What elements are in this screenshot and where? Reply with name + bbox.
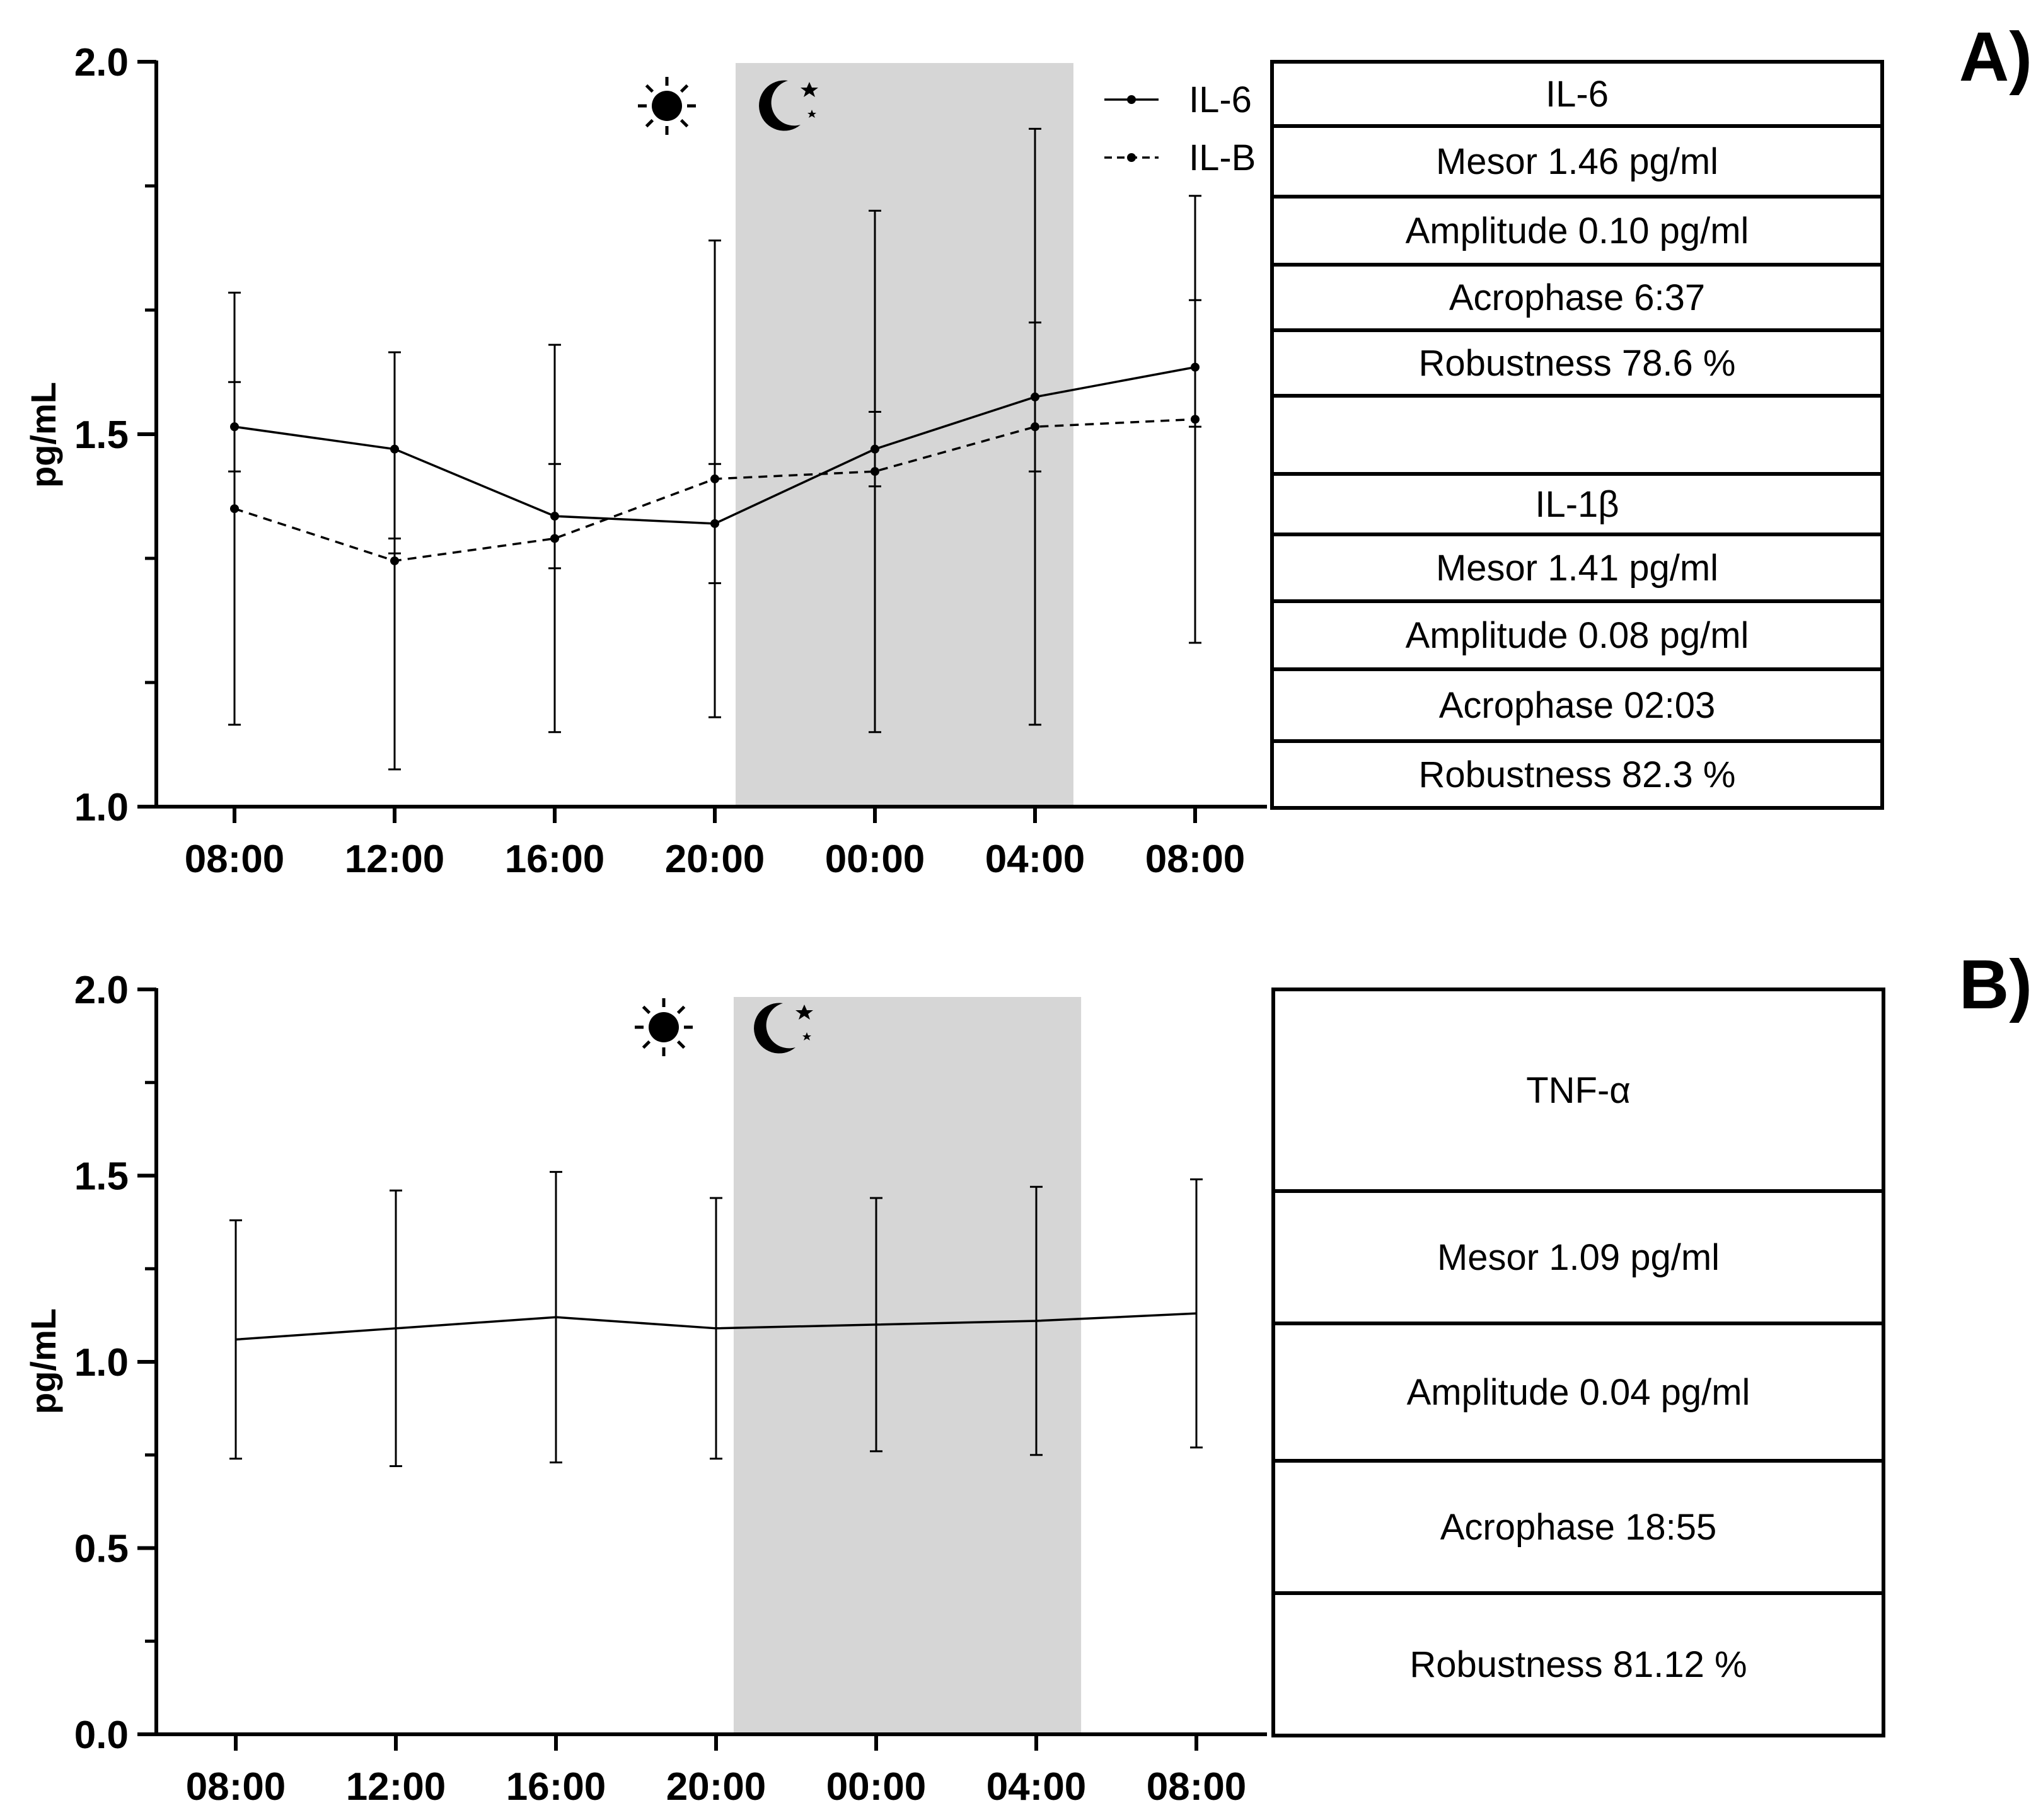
series-tnf- — [229, 1171, 1203, 1467]
panel-label: A) — [1959, 18, 2032, 96]
table-cell: Acrophase 6:37 — [1449, 277, 1705, 318]
sun-icon — [635, 998, 693, 1056]
series-line — [235, 1312, 1197, 1341]
data-point — [710, 474, 719, 483]
sun-ray — [645, 84, 654, 93]
star-shape — [802, 1032, 811, 1040]
table-cell: Mesor 1.41 pg/ml — [1436, 548, 1718, 589]
y-tick-label: 2.0 — [74, 969, 129, 1012]
night-band — [733, 997, 1082, 1734]
table-cell: Amplitude 0.04 pg/ml — [1407, 1372, 1750, 1413]
data-point — [390, 556, 399, 565]
moon-stars-icon — [754, 1003, 813, 1054]
sun-icon — [638, 77, 696, 135]
x-tick-label: 00:00 — [826, 1765, 927, 1809]
moon-stars-icon — [759, 80, 818, 131]
x-tick-label: 20:00 — [666, 1765, 766, 1809]
sun-ray — [642, 1040, 651, 1049]
x-tick-label: 08:00 — [1145, 838, 1246, 881]
table-cell: Mesor 1.46 pg/ml — [1436, 141, 1718, 182]
sun-ray — [645, 118, 654, 128]
panel-label: B) — [1959, 946, 2032, 1023]
table-cell: Robustness 82.3 % — [1419, 754, 1736, 795]
y-tick-label: 0.0 — [74, 1713, 129, 1757]
table-border — [1270, 60, 1884, 810]
star-shape — [795, 1005, 813, 1020]
x-tick-label: 08:00 — [1147, 1765, 1247, 1809]
moon-crescent — [754, 1003, 795, 1054]
y-tick-label: 1.5 — [74, 1155, 129, 1199]
legend-marker — [1127, 95, 1136, 104]
night-band — [736, 63, 1073, 807]
x-tick-label: 04:00 — [985, 838, 1085, 881]
y-axis-title: pg/mL — [23, 1308, 63, 1414]
table-cell: Mesor 1.09 pg/ml — [1437, 1237, 1720, 1278]
legend-label: IL-6 — [1189, 79, 1252, 120]
table-border — [1271, 988, 1885, 1737]
panel-a: 1.0 1.5 2.0 08:00 12:00 16:00 20:00 00:00 04:00 0… — [23, 18, 2032, 881]
table-cell: Acrophase 18:55 — [1440, 1507, 1717, 1548]
data-point — [1191, 415, 1200, 424]
y-axis-title: pg/mL — [23, 382, 63, 488]
table-cell: Amplitude 0.08 pg/ml — [1406, 615, 1749, 656]
moon-crescent — [759, 80, 801, 131]
y-tick-label: 1.0 — [74, 786, 129, 829]
sun-ray — [680, 84, 689, 93]
x-tick-label: 08:00 — [185, 838, 285, 881]
data-point — [390, 444, 399, 454]
table-cell: Amplitude 0.10 pg/ml — [1406, 210, 1749, 251]
sun-disc — [652, 91, 682, 121]
legend-label: IL-B — [1189, 137, 1256, 178]
parameter-table: IL-6 Mesor 1.46 pg/ml Amplitude 0.10 pg/ml… — [1270, 60, 1884, 810]
x-tick-label: 16:00 — [506, 1765, 606, 1809]
data-point — [230, 504, 239, 514]
sun-ray — [642, 1005, 651, 1015]
x-tick-label: 12:00 — [345, 838, 445, 881]
sun-disc — [649, 1012, 679, 1042]
legend: IL-6 IL-B — [1104, 79, 1256, 178]
data-point — [1031, 422, 1039, 432]
y-tick-label: 1.5 — [74, 413, 129, 457]
sun-ray — [676, 1040, 686, 1049]
x-tick-label: 16:00 — [505, 838, 605, 881]
x-tick-label: 08:00 — [186, 1765, 286, 1809]
y-tick-label: 1.0 — [74, 1341, 129, 1385]
x-tick-label: 12:00 — [346, 1765, 446, 1809]
x-tick-label: 00:00 — [825, 838, 925, 881]
table-cell: TNF-α — [1526, 1070, 1631, 1111]
star-shape — [807, 110, 816, 118]
star-shape — [801, 82, 818, 97]
data-point — [871, 467, 879, 476]
table-cell: IL-6 — [1546, 74, 1609, 115]
data-point — [550, 534, 559, 543]
panel-b: 0.0 0.5 1.0 1.5 2.0 08:00 12:00 16:00 20:00 00:00… — [23, 946, 2032, 1809]
x-tick-label: 04:00 — [986, 1765, 1087, 1809]
table-cell: Robustness 81.12 % — [1409, 1644, 1747, 1685]
table-cell: Acrophase 02:03 — [1439, 685, 1716, 726]
y-tick-label: 0.5 — [74, 1528, 129, 1571]
y-tick-label: 2.0 — [74, 41, 129, 84]
table-cell: IL-1β — [1535, 484, 1619, 525]
parameter-table: TNF-α Mesor 1.09 pg/ml Amplitude 0.04 pg/m… — [1271, 988, 1885, 1737]
sun-ray — [680, 118, 689, 128]
x-tick-label: 20:00 — [665, 838, 765, 881]
sun-ray — [676, 1005, 686, 1015]
table-cell: Robustness 78.6 % — [1419, 343, 1736, 384]
legend-marker — [1127, 153, 1136, 162]
series-il-b — [228, 299, 1201, 584]
